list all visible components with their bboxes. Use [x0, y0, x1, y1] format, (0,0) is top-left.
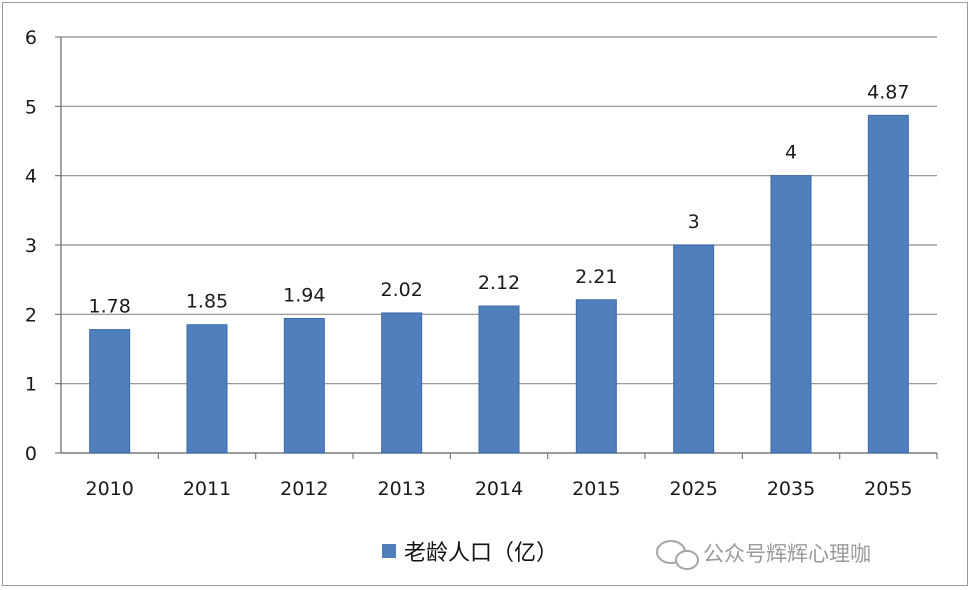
x-tick-label: 2013 — [377, 478, 425, 500]
y-tick-label: 5 — [25, 96, 37, 118]
data-label: 1.85 — [186, 291, 228, 313]
x-tick-labels: 2010 2011 2012 2013 2014 2015 2025 2035 2055 — [85, 478, 912, 500]
x-tick-label: 2035 — [767, 478, 815, 500]
wechat-icon — [656, 540, 699, 570]
wechat-bubble-small — [675, 550, 699, 570]
y-tick-label: 3 — [25, 235, 37, 257]
bar — [867, 114, 909, 454]
y-tick-label: 2 — [25, 304, 37, 326]
bars — [89, 114, 909, 454]
y-tick-labels: 0 1 2 3 4 5 6 — [25, 27, 37, 465]
legend: 老龄人口（亿） — [382, 541, 558, 566]
bar-chart: 1.78 1.85 1.94 2.02 2.12 2.21 3 4 4.87 0 1 2 3 4 5 6 2… — [25, 27, 938, 570]
data-label: 4 — [785, 142, 797, 164]
data-label: 1.78 — [89, 296, 131, 318]
bar — [89, 329, 131, 454]
x-tick-label: 2015 — [572, 478, 620, 500]
data-labels: 1.78 1.85 1.94 2.02 2.12 2.21 3 4 4.87 — [89, 81, 910, 317]
bar — [186, 324, 228, 454]
data-label: 3 — [688, 211, 700, 233]
x-tick-label: 2012 — [280, 478, 328, 500]
x-tick-label: 2014 — [475, 478, 523, 500]
y-tick-label: 1 — [25, 374, 37, 396]
y-tick-label: 4 — [25, 166, 37, 188]
watermark-text: 公众号辉辉心理咖 — [703, 542, 871, 566]
bar — [381, 312, 423, 454]
data-label: 2.12 — [478, 272, 520, 294]
bar — [673, 244, 715, 454]
x-tick-label: 2011 — [183, 478, 231, 500]
data-label: 2.21 — [575, 266, 617, 288]
y-tick-label: 0 — [25, 443, 37, 465]
legend-swatch — [382, 544, 396, 558]
bar — [770, 175, 812, 454]
bar — [478, 305, 520, 454]
watermark: 公众号辉辉心理咖 — [656, 540, 871, 570]
y-tick-label: 6 — [25, 27, 37, 49]
x-tick-label: 2025 — [669, 478, 717, 500]
data-label: 1.94 — [283, 284, 325, 306]
x-tick-label: 2055 — [864, 478, 912, 500]
bar — [575, 299, 617, 454]
legend-label: 老龄人口（亿） — [404, 541, 558, 566]
x-tick-label: 2010 — [85, 478, 133, 500]
bar — [283, 317, 325, 454]
data-label: 2.02 — [381, 279, 423, 301]
data-label: 4.87 — [867, 81, 909, 103]
